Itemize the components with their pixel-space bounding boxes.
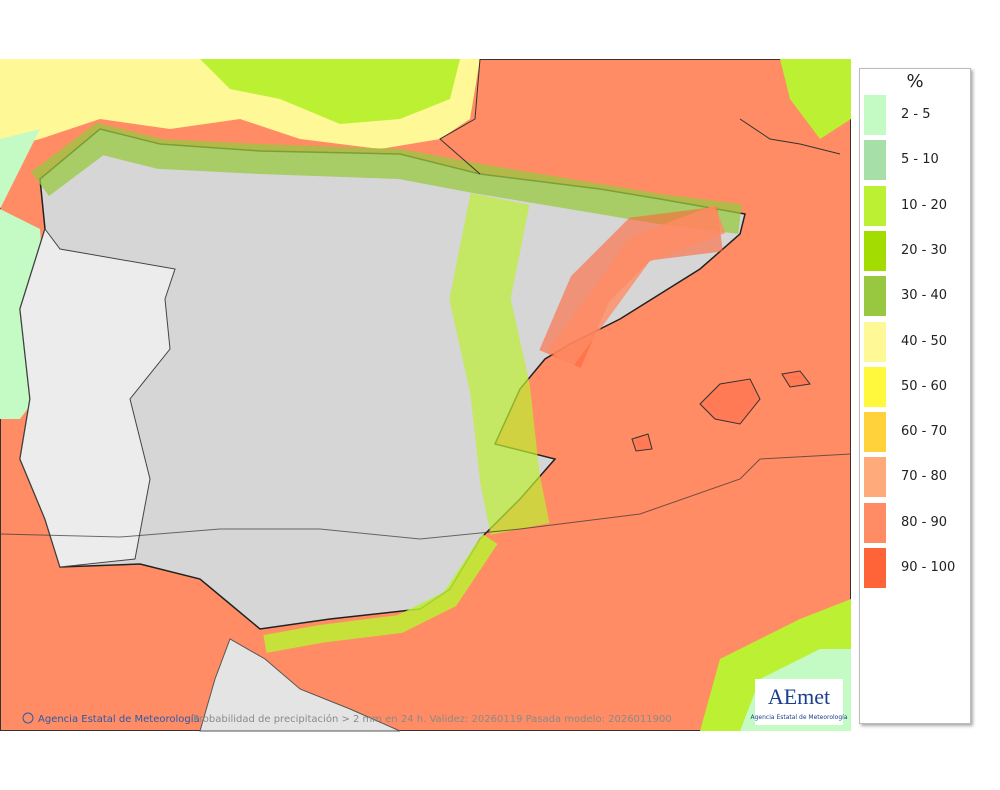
legend-item: 60 - 70 [864,412,968,453]
legend-item: 2 - 5 [864,95,968,135]
field [780,59,851,139]
legend: % 2 - 5 5 - 10 10 - 20 20 - 30 30 - 40 40 - 5… [859,68,971,724]
legend-item: 80 - 90 [864,502,968,543]
legend-label: 5 - 10 [901,152,939,168]
logo-box [755,679,843,725]
legend-label: 40 - 50 [901,333,948,349]
field [449,193,550,535]
legend-swatch [864,185,886,226]
legend-item: 30 - 40 [864,276,968,317]
legend-swatch [864,95,886,135]
legend-item: 90 - 100 [864,548,968,588]
field [263,534,498,653]
legend-label: 60 - 70 [901,424,948,440]
legend-swatch [864,366,886,407]
legend-label: 70 - 80 [901,469,948,485]
legend-label: 20 - 30 [901,242,948,258]
logo: AEmet [768,684,830,709]
legend-item: 50 - 60 [864,366,968,407]
legend-label: 90 - 100 [901,560,956,575]
legend-label: 30 - 40 [901,288,948,304]
legend-swatch [864,548,886,588]
legend-label: 2 - 5 [901,107,931,122]
legend-item: 20 - 30 [864,230,968,271]
border [439,59,481,175]
copyright-icon [22,712,34,724]
legend-title: % [906,71,924,92]
legend-swatch [864,412,886,453]
field [547,204,726,368]
legend-swatch [864,276,886,317]
field [31,122,742,234]
logo-subtitle: Agencia Estatal de Meteorología [751,714,848,721]
credit: Agencia Estatal de Meteorología [38,713,200,725]
legend-item: 5 - 10 [864,140,968,181]
border [0,453,852,540]
legend-swatch [864,140,886,181]
land [199,638,401,732]
legend-label: 50 - 60 [901,378,948,394]
map: Agencia Estatal de Meteorología Probabil… [0,59,852,732]
field [200,59,460,124]
legend-swatch [864,321,886,362]
legend-swatch [864,502,886,543]
legend-label: 80 - 90 [901,514,948,530]
island [631,433,653,452]
caption: Probabilidad de precipitación > 2 mm en … [193,713,672,725]
island [781,370,811,388]
legend-item: 10 - 20 [864,185,968,226]
legend-swatch [864,457,886,498]
legend-label: 10 - 20 [901,197,948,213]
border [739,118,841,155]
legend-swatch [864,230,886,271]
island [699,378,761,425]
land [19,227,176,568]
legend-item: 40 - 50 [864,321,968,362]
legend-item: 70 - 80 [864,457,968,498]
